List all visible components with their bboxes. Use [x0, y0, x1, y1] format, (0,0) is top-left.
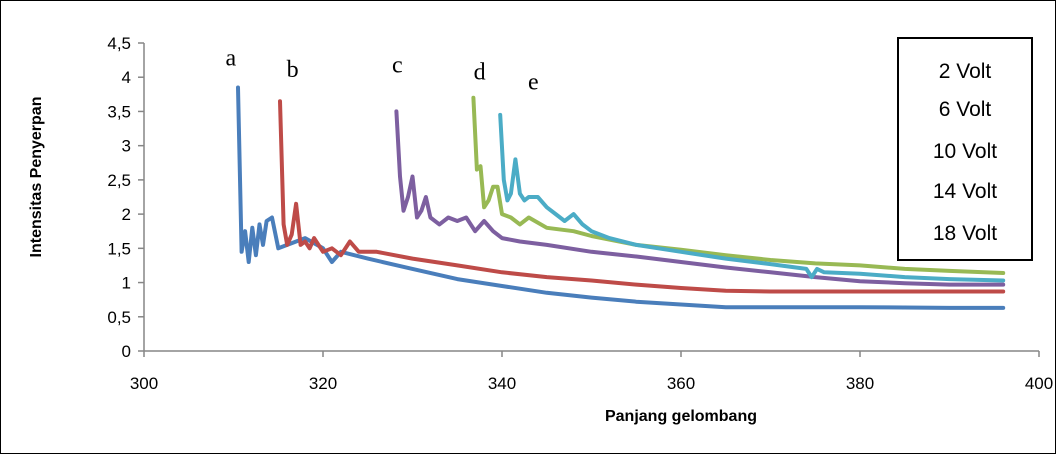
curve-label-d: d — [474, 59, 486, 85]
curve-label-e: e — [528, 70, 539, 96]
y-tick-label: 4,5 — [107, 34, 131, 53]
x-tick-label: 360 — [667, 374, 695, 393]
curve-labels: a b c d e — [225, 46, 538, 96]
series-group — [236, 85, 1006, 310]
legend-item-10-volt: 10 Volt — [933, 140, 997, 163]
y-axis-title: Intensitas Penyerpan — [28, 97, 45, 258]
legend-item-14-volt: 14 Volt — [933, 180, 997, 203]
axes — [143, 43, 1039, 352]
legend-item-6-volt: 6 Volt — [939, 98, 992, 121]
y-tick-label: 0,5 — [107, 308, 131, 327]
y-ticks: 0 0,5 1 1,5 2 2,5 3 3,5 4 4,5 — [107, 34, 144, 361]
series-line-d — [471, 95, 1006, 275]
y-tick-label: 4 — [122, 68, 131, 87]
x-tick-label: 300 — [130, 374, 158, 393]
legend: 2 Volt 6 Volt 10 Volt 14 Volt 18 Volt — [897, 37, 1033, 261]
curve-label-a: a — [225, 46, 236, 72]
legend-box — [897, 37, 1033, 261]
curve-label-b: b — [287, 57, 299, 83]
curve-label-c: c — [392, 52, 403, 78]
y-tick-label: 0 — [122, 342, 131, 361]
y-tick-label: 2,5 — [107, 171, 131, 190]
series-line-e — [498, 112, 1006, 283]
legend-item-18-volt: 18 Volt — [933, 222, 997, 245]
y-tick-label: 1,5 — [107, 239, 131, 258]
x-ticks: 300 320 340 360 380 400 — [130, 351, 1053, 393]
x-tick-label: 380 — [846, 374, 874, 393]
series-line-a — [236, 85, 1006, 310]
y-tick-label: 3 — [122, 137, 131, 156]
x-tick-label: 400 — [1025, 374, 1053, 393]
series-line-c — [394, 109, 1006, 287]
y-tick-label: 3,5 — [107, 102, 131, 121]
x-tick-label: 340 — [488, 374, 516, 393]
y-tick-label: 2 — [122, 205, 131, 224]
legend-item-2-volt: 2 Volt — [939, 60, 992, 83]
x-tick-label: 320 — [309, 374, 337, 393]
y-tick-label: 1 — [122, 274, 131, 293]
series-line-b — [278, 99, 1006, 294]
x-axis-title: Panjang gelombang — [605, 408, 757, 425]
